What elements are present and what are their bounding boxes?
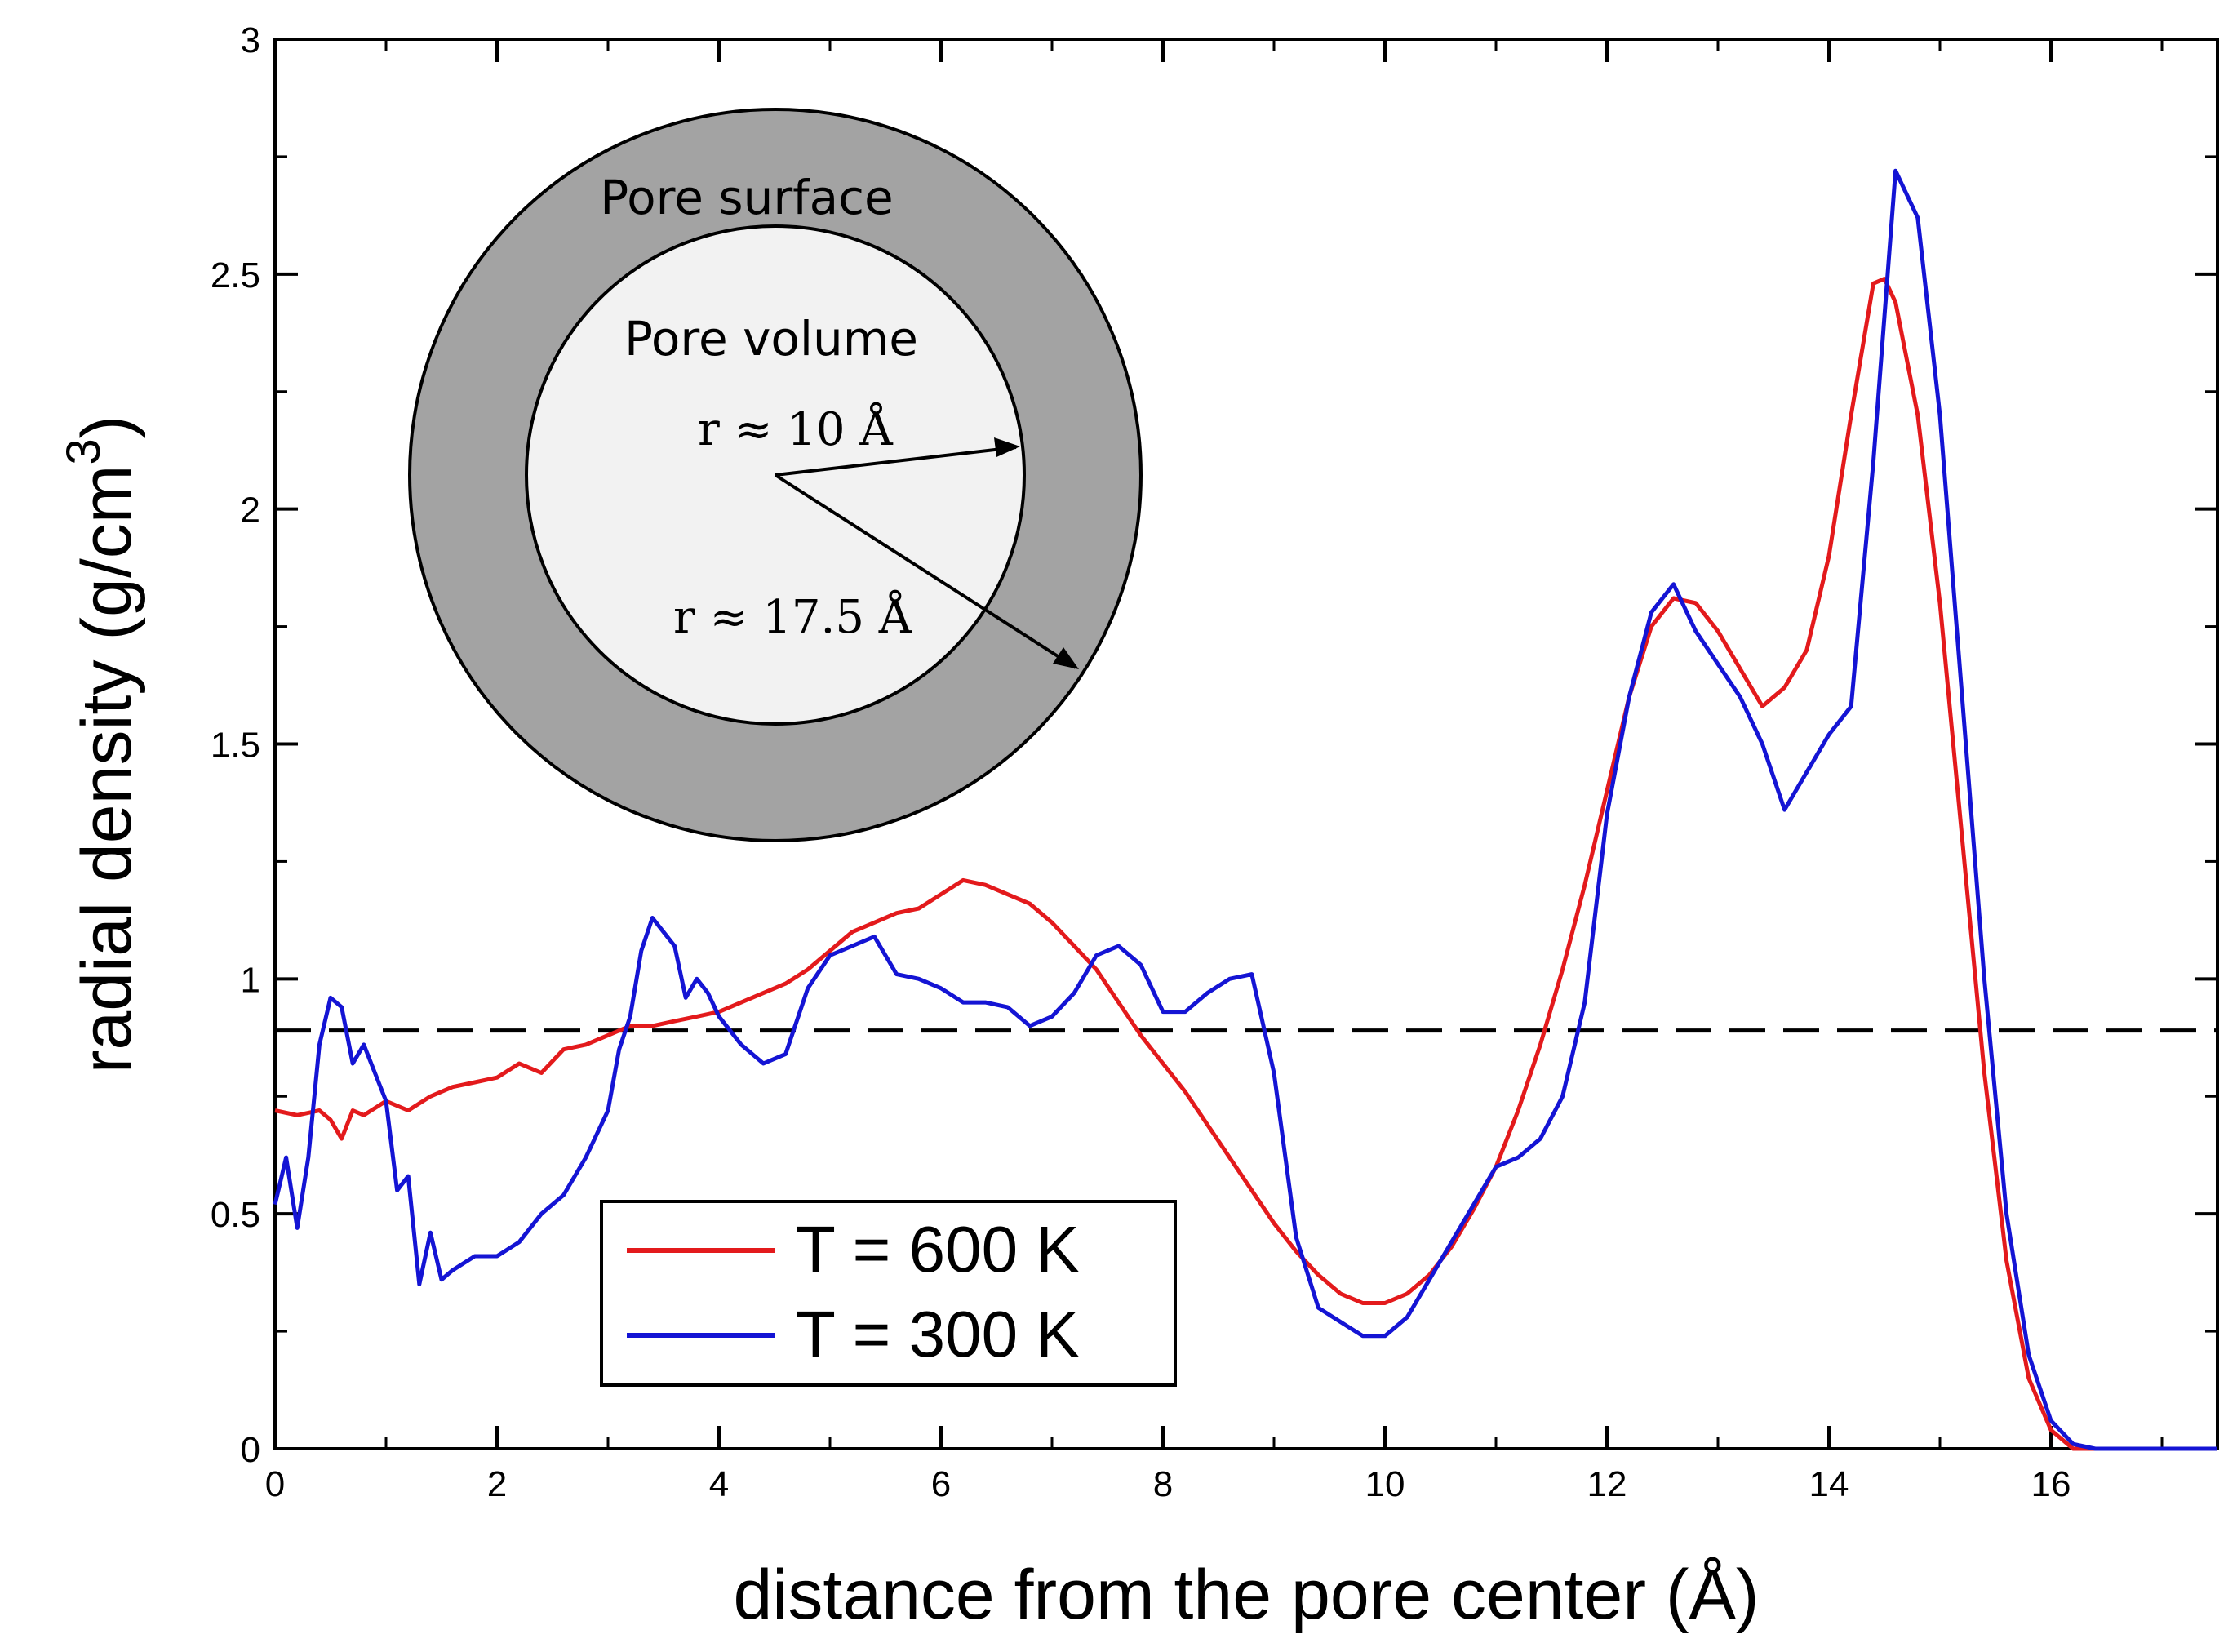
x-tick-label: 6	[931, 1464, 951, 1504]
y-axis-title-main: radial density (g/cm	[68, 465, 146, 1074]
y-axis-title: radial density (g/cm3)	[57, 415, 146, 1074]
axis-tick-labels: 0 2 4 6 8 10 12 14 16 0 0.5 1 1.5 2 2.5 3	[211, 20, 2071, 1504]
y-tick-label: 0	[241, 1430, 260, 1470]
legend-label-600k: T = 600 K	[796, 1213, 1080, 1286]
x-tick-label: 8	[1153, 1464, 1173, 1504]
inner-radius-arrow	[775, 446, 1017, 477]
x-tick-label: 0	[265, 1464, 285, 1504]
inner-radius-label: r ≈ 10 Å	[698, 402, 893, 456]
x-tick-label: 16	[2031, 1464, 2071, 1504]
x-tick-label: 4	[709, 1464, 729, 1504]
legend-box	[600, 1200, 1177, 1387]
axis-ticks	[273, 38, 2217, 1450]
y-tick-label: 3	[241, 20, 260, 60]
legend: T = 600 K T = 300 K	[600, 1200, 1177, 1387]
pore-inset-diagram: Pore surface Pore volume r ≈ 10 Å r ≈ 17…	[408, 108, 1143, 842]
x-tick-label: 2	[487, 1464, 507, 1504]
y-tick-label: 2.5	[211, 255, 260, 295]
x-tick-label: 14	[1809, 1464, 1849, 1504]
series-line-600k	[274, 277, 2217, 1451]
y-axis-title-superscript: 3	[57, 438, 110, 464]
outer-radius-label: r ≈ 17.5 Å	[673, 589, 912, 644]
legend-label-300k: T = 300 K	[796, 1298, 1080, 1370]
x-tick-label: 10	[1365, 1464, 1405, 1504]
y-tick-label: 1	[241, 960, 260, 1000]
y-tick-label: 2	[241, 491, 260, 531]
outer-radius-arrowhead-icon	[1053, 647, 1079, 669]
y-axis-title-close: )	[68, 415, 146, 439]
pore-volume-label: Pore volume	[624, 311, 918, 366]
x-tick-label: 12	[1587, 1464, 1627, 1504]
x-axis-title: distance from the pore center (Å)	[733, 1556, 1759, 1634]
y-tick-label: 1.5	[211, 726, 260, 766]
inner-radius-arrowhead-icon	[994, 437, 1020, 457]
outer-radius-arrow	[774, 473, 1077, 669]
y-tick-label: 0.5	[211, 1195, 260, 1235]
series-line-300k	[273, 168, 2217, 1451]
pore-surface-label: Pore surface	[600, 170, 893, 225]
